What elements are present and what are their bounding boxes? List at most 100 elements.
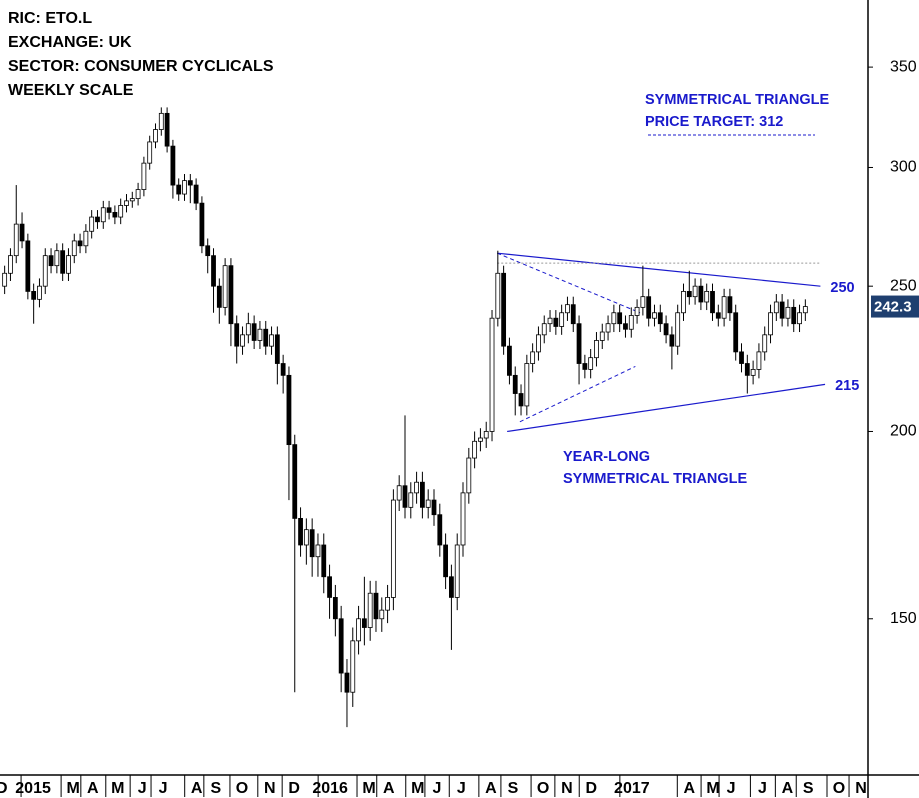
candle-body	[321, 544, 327, 578]
candle-body	[309, 529, 315, 558]
candle-body	[686, 291, 692, 298]
candle-body	[263, 328, 269, 347]
candle-body	[657, 312, 663, 325]
x-tick-label: A	[684, 780, 696, 797]
candle-body	[721, 296, 727, 319]
x-tick-label: M	[111, 780, 124, 797]
candle-body	[344, 672, 350, 693]
candle-body	[147, 141, 153, 164]
x-tick-label: A	[782, 780, 794, 797]
candle-body	[274, 334, 280, 364]
candle-body	[292, 444, 298, 519]
x-tick-label: N	[264, 780, 276, 797]
x-tick-label: A	[191, 780, 203, 797]
candle-body	[791, 306, 797, 325]
annotation: SYMMETRICAL TRIANGLE	[645, 92, 830, 108]
trendline	[519, 366, 636, 423]
y-tick-label: 250	[890, 277, 917, 294]
candle-body	[704, 291, 710, 303]
candle-body	[100, 207, 106, 223]
candle-body	[646, 296, 652, 319]
candle-body	[2, 272, 8, 287]
x-tick-label: A	[87, 780, 99, 797]
candle-body	[501, 272, 507, 347]
candle-body	[582, 363, 588, 370]
candle-body	[698, 285, 704, 303]
candle-body	[536, 334, 541, 353]
candle-body	[408, 492, 414, 508]
trendline	[507, 383, 826, 433]
candle-body	[187, 180, 193, 186]
candle-body	[715, 312, 721, 319]
candle-body	[95, 216, 100, 223]
candle-body	[211, 255, 216, 287]
annotation: YEAR-LONG	[563, 449, 650, 465]
candle-body	[640, 296, 646, 308]
candle-body	[31, 291, 37, 300]
trendline	[497, 252, 821, 287]
candle-body	[454, 544, 460, 598]
candle-body	[617, 312, 623, 325]
candle-body	[338, 618, 344, 674]
candle-body	[199, 202, 205, 247]
x-tick-label: M	[706, 780, 719, 797]
candle-body	[756, 351, 762, 370]
x-tick-label: 2017	[614, 780, 650, 797]
x-tick-label: O	[833, 780, 845, 797]
candle-body	[37, 285, 42, 300]
candle-body	[663, 323, 669, 336]
candle-body	[54, 250, 60, 267]
candle-body	[570, 304, 576, 325]
candle-body	[802, 306, 808, 314]
candle-body	[483, 431, 489, 439]
candle-body	[652, 312, 657, 319]
candle-body	[443, 544, 449, 578]
candle-body	[48, 255, 54, 267]
y-tick-label: 350	[890, 58, 917, 75]
x-tick-label: J	[138, 780, 147, 797]
candle-body	[530, 351, 536, 364]
info-line: EXCHANGE: UK	[8, 34, 132, 51]
candle-body	[396, 485, 402, 501]
x-tick-label: J	[159, 780, 168, 797]
candle-body	[60, 250, 66, 274]
x-tick-label: M	[362, 780, 375, 797]
candle-body	[478, 437, 483, 442]
candle-body	[327, 576, 332, 598]
candle-body	[298, 518, 303, 546]
candle-body	[768, 312, 773, 336]
candle-body	[773, 301, 779, 314]
x-tick-label: S	[803, 780, 814, 797]
candle-body	[518, 393, 524, 407]
candle-body	[565, 304, 570, 314]
candle-body	[106, 207, 112, 213]
candle-body	[286, 374, 292, 446]
candle-body	[576, 323, 582, 364]
candle-body	[83, 230, 89, 247]
x-tick-label: S	[211, 780, 222, 797]
info-line: SECTOR: CONSUMER CYCLICALS	[8, 58, 274, 75]
candle-body	[611, 312, 617, 325]
x-tick-label: D	[585, 780, 597, 797]
annotation: SYMMETRICAL TRIANGLE	[563, 471, 748, 487]
candle-body	[66, 255, 71, 274]
candle-body	[669, 334, 675, 347]
last-price-label: 242.3	[874, 299, 912, 316]
x-tick-label: O	[236, 780, 248, 797]
candle-body	[524, 363, 530, 407]
candle-body	[559, 312, 565, 327]
candle-body	[77, 240, 83, 247]
candle-body	[361, 618, 367, 628]
candle-body	[727, 296, 733, 314]
candle-body	[164, 112, 170, 147]
candle-body	[588, 357, 594, 370]
candle-body	[779, 301, 785, 319]
candle-body	[71, 240, 77, 257]
candle-body	[750, 369, 756, 376]
candle-body	[605, 323, 611, 333]
x-tick-label: A	[485, 780, 497, 797]
candle-body	[222, 265, 228, 308]
candle-body	[176, 184, 182, 195]
candle-body	[379, 609, 385, 620]
